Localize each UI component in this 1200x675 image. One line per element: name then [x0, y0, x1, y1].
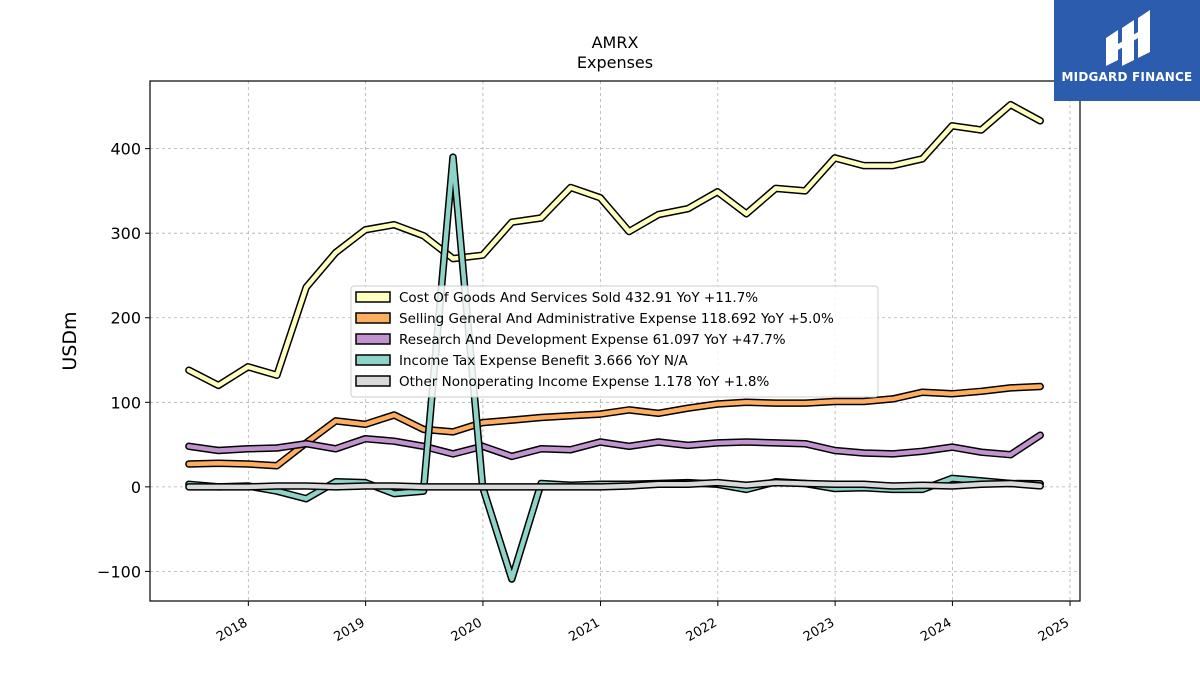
- legend-entry: Selling General And Administrative Expen…: [399, 311, 834, 327]
- series-line-selling-general-and-administrative-expense: [186, 384, 1043, 468]
- legend-swatch: [355, 312, 391, 324]
- x-tick-label: 2022: [684, 615, 720, 645]
- y-tick-label: 300: [110, 224, 141, 243]
- chart-subtitle: Expenses: [577, 53, 653, 72]
- legend-swatch: [355, 354, 391, 366]
- x-tick-label: 2019: [331, 615, 367, 645]
- legend-swatch: [355, 333, 391, 345]
- brand-name: MIDGARD FINANCE: [1061, 70, 1193, 84]
- y-tick-label: 200: [110, 309, 141, 328]
- series-line-research-and-development-expense: [186, 432, 1043, 459]
- legend-swatch: [355, 375, 391, 387]
- y-tick-label: 100: [110, 393, 141, 412]
- x-tick-label: 2025: [1036, 615, 1072, 645]
- series-group: [185, 100, 1044, 583]
- x-tick-label: 2023: [801, 615, 837, 645]
- y-axis-label: USDm: [59, 311, 81, 370]
- x-tick-label: 2024: [918, 615, 954, 645]
- x-tick-label: 2020: [449, 615, 485, 645]
- series-line-cost-of-goods-and-services-sold: [186, 102, 1043, 388]
- midgard-logo-icon: [1106, 10, 1150, 66]
- y-tick-label: 0: [131, 478, 141, 497]
- x-axis: 2018 2019 2020 2021 2022 2023 2024 2025: [214, 601, 1072, 645]
- chart-title: AMRX: [592, 33, 639, 52]
- y-tick-label: 400: [110, 140, 141, 159]
- legend-entry: Research And Development Expense 61.097 …: [399, 332, 786, 348]
- legend: Cost Of Goods And Services Sold 432.91 Y…: [350, 285, 879, 398]
- plot-frame: [149, 80, 1081, 602]
- x-tick-label: 2021: [566, 615, 602, 645]
- brand-logo: MIDGARD FINANCE: [1054, 0, 1200, 101]
- legend-frame: [350, 285, 879, 398]
- y-axis: −100 0 100 200 300 400: [97, 140, 150, 581]
- x-tick-label: 2018: [214, 615, 250, 645]
- series-line-other-nonoperating-income-expense: [186, 480, 1043, 490]
- legend-entry: Income Tax Expense Benefit 3.666 YoY N/A: [399, 353, 688, 369]
- legend-entry: Cost Of Goods And Services Sold 432.91 Y…: [399, 290, 758, 306]
- legend-entry: Other Nonoperating Income Expense 1.178 …: [399, 374, 769, 390]
- legend-swatch: [355, 291, 391, 303]
- y-tick-label: −100: [97, 562, 141, 581]
